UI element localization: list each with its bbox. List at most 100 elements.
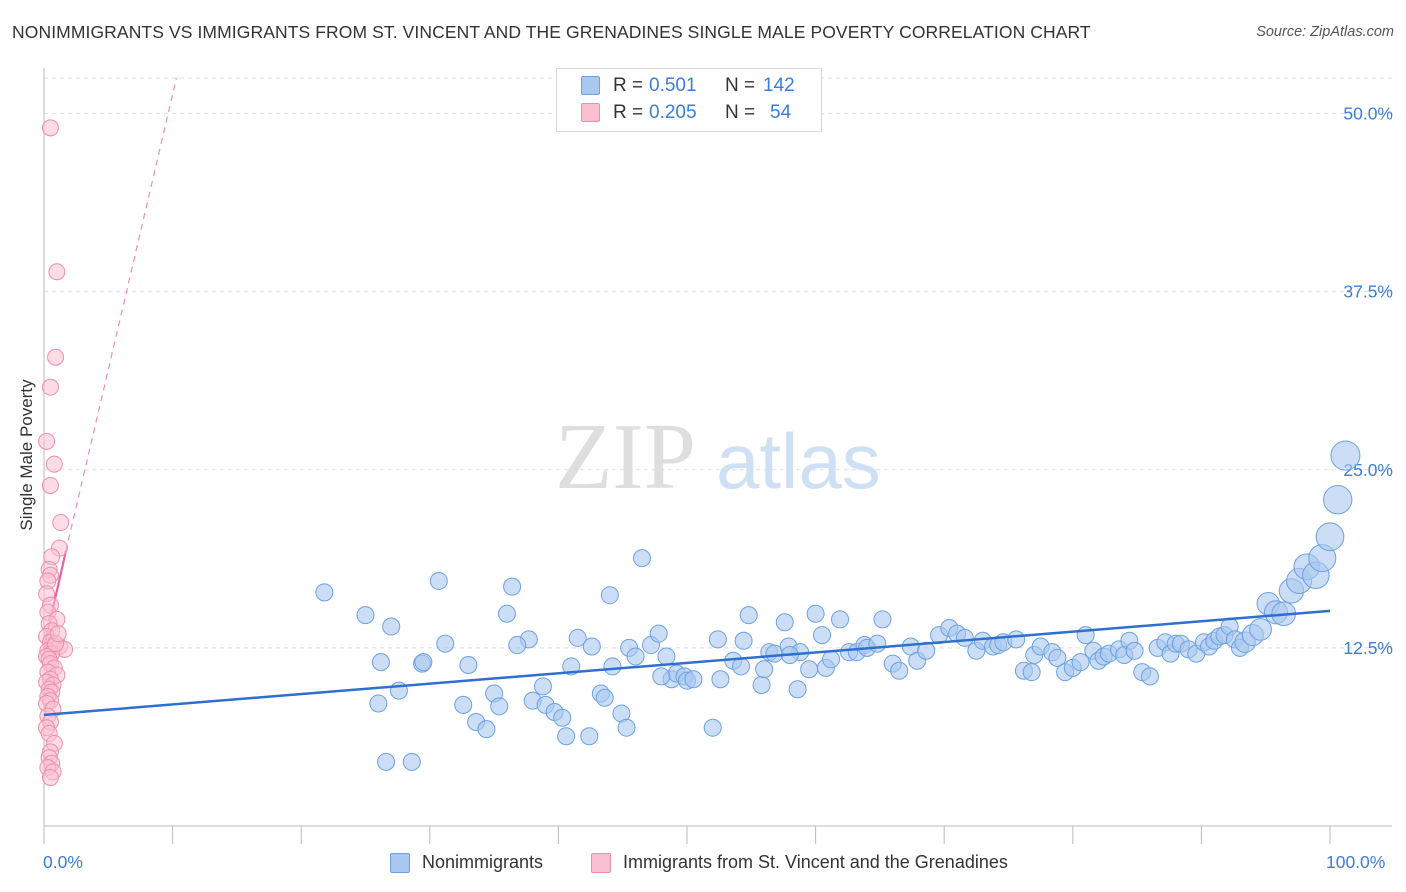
immigrant-point [45, 455, 63, 473]
r-value: 0.205 [649, 102, 697, 123]
nonimmigrant-point [806, 604, 825, 623]
nonimmigrant-point [382, 617, 401, 636]
nonimmigrant-point [917, 641, 936, 660]
nonimmigrant-point [459, 656, 478, 675]
x-tick-min: 0.0% [43, 852, 83, 872]
nonimmigrant-point [652, 667, 671, 686]
nonimmigrant-point [822, 650, 841, 669]
nonimmigrant-point [553, 708, 572, 727]
nonimmigrant-point [508, 636, 527, 655]
immigrant-point [48, 263, 66, 281]
nonimmigrant-point [533, 677, 552, 696]
source-label: Source: ZipAtlas.com [1256, 24, 1394, 40]
nonimmigrant-point [369, 694, 388, 713]
nonimmigrant-point [632, 549, 651, 568]
nonimmigrants-trendline [43, 609, 1331, 717]
r-label: R = [613, 75, 644, 96]
nonimmigrant-point [868, 634, 887, 653]
n-label: N = [725, 102, 756, 123]
nonimmigrant-point [732, 657, 751, 676]
n-label: N = [725, 75, 756, 96]
nonimmigrant-point [600, 586, 619, 605]
nonimmigrant-point [752, 675, 771, 694]
immigrants-trend-extension [65, 77, 178, 552]
nonimmigrants-swatch [581, 76, 600, 95]
nonimmigrant-point [788, 680, 807, 699]
nonimmigrant-point [371, 653, 390, 672]
nonimmigrant-point [1249, 618, 1272, 641]
immigrant-point [38, 432, 56, 450]
y-tick-label: 12.5% [1343, 638, 1393, 658]
nonimmigrant-point [734, 631, 753, 650]
nonimmigrant-point [955, 628, 974, 647]
nonimmigrant-point [684, 670, 703, 689]
immigrant-point [41, 769, 59, 787]
nonimmigrant-point [649, 624, 668, 643]
nonimmigrant-point [755, 660, 774, 679]
watermark-zip: ZIP [555, 405, 696, 509]
immigrants-legend-swatch [591, 853, 611, 873]
nonimmigrant-point [1048, 648, 1067, 667]
y-tick-labels: 12.5%25.0%37.5%50.0% [1343, 104, 1393, 658]
nonimmigrant-point [873, 610, 892, 629]
stats-legend: R = 0.501 N = 142 R = 0.205 N = 54 [556, 68, 822, 132]
nonimmigrant-point [402, 752, 421, 771]
nonimmigrants-legend-swatch [390, 853, 410, 873]
y-tick-label: 37.5% [1343, 282, 1393, 302]
nonimmigrant-point [739, 606, 758, 625]
r-value: 0.501 [649, 75, 697, 96]
nonimmigrant-point [711, 670, 730, 689]
nonimmigrant-point [1007, 630, 1026, 649]
nonimmigrant-point [1022, 663, 1041, 682]
nonimmigrant-point [497, 604, 516, 623]
nonimmigrant-point [595, 688, 614, 707]
nonimmigrant-point [356, 606, 375, 625]
nonimmigrant-point [1140, 667, 1159, 686]
nonimmigrant-point [582, 637, 601, 656]
nonimmigrant-point [703, 718, 722, 737]
watermark-atlas: atlas [716, 417, 881, 505]
nonimmigrant-point [1125, 641, 1144, 660]
nonimmigrants-points [315, 440, 1361, 771]
nonimmigrant-point [657, 647, 676, 666]
nonimmigrant-point [315, 583, 334, 602]
nonimmigrant-point [1330, 440, 1361, 471]
nonimmigrant-point [477, 720, 496, 739]
nonimmigrant-point [813, 626, 832, 645]
r-label: R = [613, 102, 644, 123]
nonimmigrant-point [557, 727, 576, 746]
nonimmigrant-point [1315, 522, 1345, 552]
grid-lines [44, 77, 1392, 649]
nonimmigrant-point [436, 634, 455, 653]
nonimmigrant-point [708, 630, 727, 649]
immigrant-point [47, 348, 65, 366]
x-tick-max: 100.0% [1326, 852, 1386, 872]
watermark: ZIP atlas [555, 405, 881, 509]
y-tick-label: 50.0% [1343, 104, 1393, 124]
nonimmigrant-point [1323, 485, 1353, 515]
nonimmigrants-legend-label: Nonimmigrants [422, 852, 544, 872]
nonimmigrants-trend-line [43, 609, 1331, 717]
immigrant-point [41, 476, 59, 494]
n-value: 142 [763, 75, 795, 96]
nonimmigrant-point [580, 727, 599, 746]
n-value: 54 [770, 102, 792, 123]
nonimmigrant-point [377, 752, 396, 771]
nonimmigrant-point [503, 577, 522, 596]
immigrant-point [41, 378, 59, 396]
nonimmigrant-point [414, 653, 433, 672]
immigrant-point [49, 625, 67, 643]
nonimmigrant-point [490, 697, 509, 716]
chart-title: NONIMMIGRANTS VS IMMIGRANTS FROM ST. VIN… [12, 22, 1091, 42]
nonimmigrant-point [603, 657, 622, 676]
nonimmigrant-point [1071, 653, 1090, 672]
immigrants-swatch [581, 103, 600, 122]
immigrants-points [38, 119, 74, 787]
nonimmigrant-point [454, 695, 473, 714]
immigrants-trendline [42, 77, 178, 649]
immigrant-point [52, 514, 70, 532]
immigrant-point [41, 119, 59, 137]
nonimmigrant-point [626, 647, 645, 666]
nonimmigrant-point [429, 571, 448, 590]
